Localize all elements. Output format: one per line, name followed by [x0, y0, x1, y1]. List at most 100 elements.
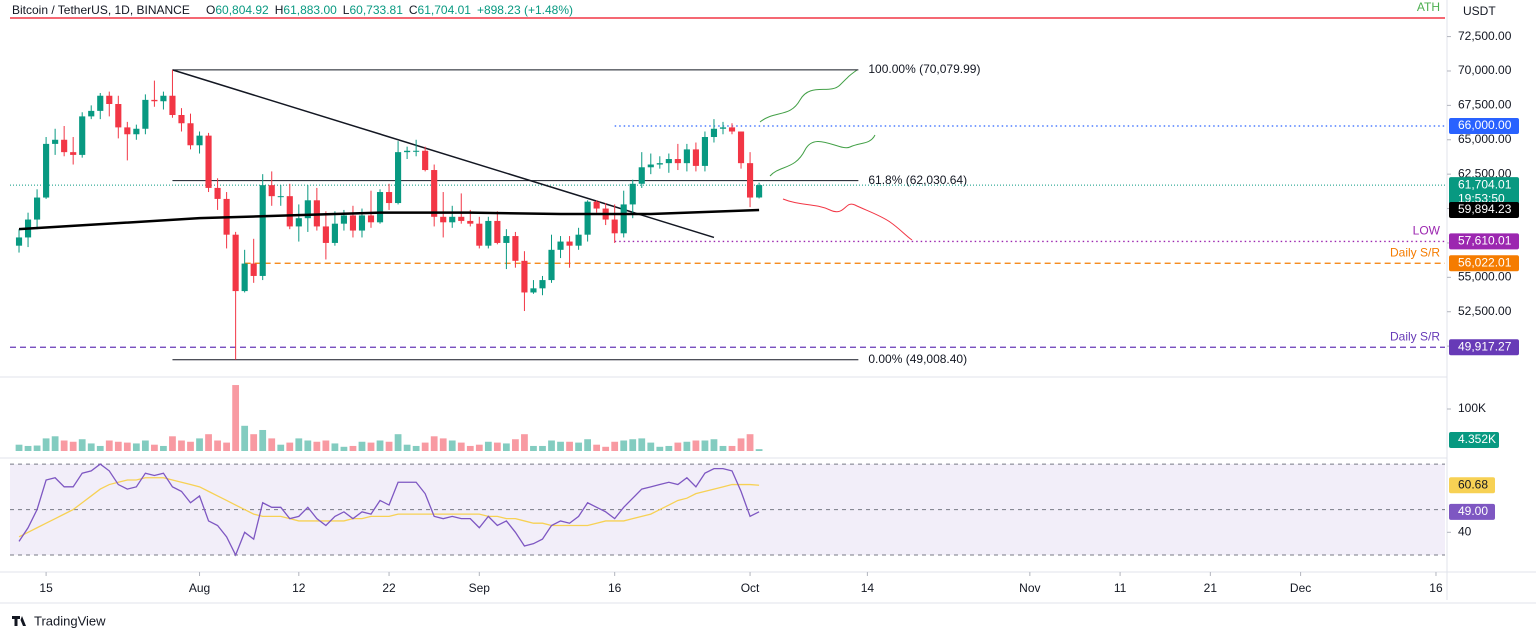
x-tick-label: 11 [1114, 581, 1127, 595]
symbol-title: Bitcoin / TetherUS, 1D, BINANCE [12, 3, 190, 17]
candle-body [349, 215, 357, 231]
level-axis-label-box [1449, 233, 1519, 250]
brand-name: TradingView [34, 613, 106, 628]
volume-bar [304, 440, 312, 451]
candle-body [683, 149, 690, 164]
candle-body [584, 201, 591, 235]
candle-body [88, 110, 95, 117]
volume-bar [277, 444, 285, 451]
unit-label: USDT [1463, 4, 1496, 18]
x-tick-label: 16 [1429, 581, 1443, 595]
volume-bar [665, 445, 673, 451]
candle-body [160, 95, 167, 102]
rsi-last-label-box [1449, 503, 1495, 520]
candle-body [665, 159, 672, 164]
volume-bar [746, 434, 754, 451]
volume-bar [33, 445, 41, 451]
volume-bar [692, 440, 700, 451]
volume-bar [539, 445, 546, 451]
ohlc-value: 60,804.92 [215, 3, 269, 17]
candle-body [259, 185, 266, 276]
candle-body [566, 241, 573, 246]
x-tick-label: 21 [1204, 581, 1218, 595]
candle-body [548, 249, 555, 281]
volume-bar [484, 441, 492, 451]
candle-body [70, 152, 77, 155]
volume-bar [313, 441, 321, 451]
candle-body [268, 185, 275, 197]
volume-bar [250, 434, 258, 451]
volume-bar [367, 442, 375, 451]
candle-body [295, 218, 302, 227]
volume-bar [114, 441, 122, 451]
level-axis-label-box [1449, 118, 1519, 135]
x-tick-label: 16 [608, 581, 622, 595]
volume-bar [475, 444, 483, 451]
rsi-ma-last-label-box [1449, 477, 1495, 494]
ohlc-key: C [409, 3, 418, 17]
volume-bar [169, 436, 176, 451]
volume-bar [466, 445, 474, 451]
volume-bar [728, 445, 736, 451]
candle-body [710, 128, 718, 138]
countdown: 19:53:50 [1458, 191, 1505, 205]
volume-bar [385, 441, 393, 451]
volume-bar [719, 445, 727, 451]
volume-bar [710, 439, 718, 451]
x-tick-label: 15 [39, 581, 53, 595]
x-tick-label: Sep [469, 581, 491, 595]
volume-bar [439, 438, 447, 451]
fib-label: 0.00% (49,008.40) [868, 352, 967, 366]
volume-bar [160, 445, 167, 451]
last-price-label-box [1449, 177, 1519, 208]
volume-bar [448, 440, 456, 451]
candle-body [52, 139, 59, 144]
volume-bar [205, 434, 212, 451]
candle-body [449, 216, 456, 223]
level-axis-label: 49,917.27 [1458, 339, 1512, 353]
level-axis-label-box [1449, 339, 1519, 356]
candle-body [701, 137, 709, 166]
candle-body [196, 135, 203, 146]
volume-bar [548, 440, 555, 451]
level-axis-label: 56,022.01 [1458, 255, 1512, 269]
volume-bar [241, 425, 249, 451]
volume-bar [187, 441, 194, 451]
fib-label: 100.00% (70,079.99) [868, 62, 980, 76]
candle-body [367, 215, 375, 223]
volume-bar [331, 443, 339, 451]
volume-bar [340, 446, 348, 451]
volume-bar [521, 434, 528, 451]
volume-bar [737, 438, 745, 451]
y-tick-label: 70,000.00 [1458, 63, 1512, 77]
volume-bar [87, 443, 95, 451]
volume-bar [430, 436, 438, 451]
price-change: +898.23 (+1.48%) [477, 3, 573, 17]
volume-last-label: 4.352K [1458, 432, 1496, 446]
volume-bar [656, 446, 664, 451]
candle-body [629, 183, 636, 205]
candle-body [79, 116, 86, 155]
fib-label: 61.8% (62,030.64) [868, 173, 967, 187]
candle-body [241, 263, 248, 292]
candle-body [656, 163, 663, 165]
volume-bar [42, 438, 50, 451]
candle-body [232, 234, 239, 292]
ohlc-key: O [206, 3, 215, 17]
candle-body [385, 192, 393, 204]
volume-bar [286, 442, 294, 451]
moving-average [18, 208, 760, 231]
y-tick-label: 62,500.00 [1458, 166, 1512, 180]
candle-body [331, 223, 338, 243]
ohlc-value: 60,733.81 [349, 3, 403, 17]
candle-body [746, 163, 754, 198]
volume-bar [575, 442, 582, 451]
candle-body [530, 288, 537, 293]
volume-bar [123, 442, 131, 451]
candle-body [250, 263, 257, 276]
volume-bar [24, 445, 32, 451]
volume-bar [196, 438, 203, 451]
candle-body [61, 139, 68, 153]
candle-body [286, 196, 293, 227]
candle-body [277, 196, 284, 198]
